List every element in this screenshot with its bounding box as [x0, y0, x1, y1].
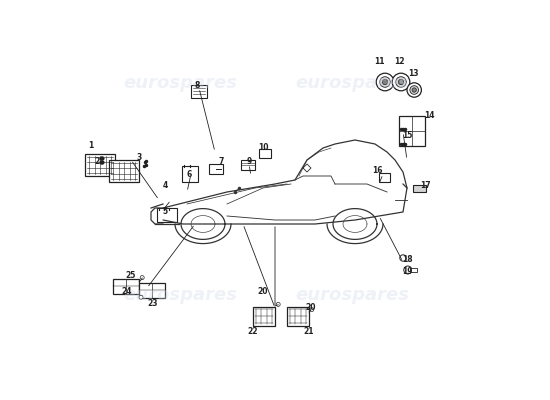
Circle shape — [376, 73, 394, 91]
Text: 20: 20 — [306, 304, 316, 312]
Circle shape — [407, 83, 421, 97]
Bar — [139, 283, 165, 298]
Circle shape — [404, 266, 412, 274]
Circle shape — [140, 276, 144, 280]
Text: 1: 1 — [89, 142, 94, 150]
Bar — [413, 185, 426, 192]
Circle shape — [392, 73, 410, 91]
Bar — [399, 116, 425, 146]
Text: 25: 25 — [126, 272, 136, 280]
Text: 13: 13 — [408, 70, 418, 78]
Text: 15: 15 — [402, 132, 412, 140]
Text: 11: 11 — [374, 58, 384, 66]
Bar — [209, 164, 223, 174]
Bar — [259, 149, 271, 158]
Bar — [113, 279, 139, 294]
Text: 18: 18 — [402, 256, 412, 264]
Text: 6: 6 — [186, 170, 191, 178]
Bar — [182, 166, 198, 182]
Bar — [241, 160, 255, 170]
Bar — [410, 268, 417, 272]
Text: 8: 8 — [194, 82, 200, 90]
Circle shape — [310, 308, 314, 312]
Circle shape — [139, 295, 143, 299]
Bar — [253, 307, 275, 326]
Circle shape — [398, 79, 404, 85]
Text: 5: 5 — [162, 208, 168, 216]
Circle shape — [410, 86, 419, 94]
Text: eurospares: eurospares — [295, 74, 409, 92]
Text: 2: 2 — [95, 158, 100, 166]
Circle shape — [382, 79, 388, 85]
Text: 16: 16 — [372, 166, 382, 174]
Circle shape — [395, 77, 406, 87]
Text: 21: 21 — [304, 328, 314, 336]
Text: 20: 20 — [258, 288, 268, 296]
Bar — [379, 173, 390, 182]
Bar — [191, 85, 207, 98]
Text: eurospares: eurospares — [123, 286, 237, 304]
Text: 22: 22 — [248, 328, 258, 336]
Bar — [85, 154, 115, 176]
Text: eurospares: eurospares — [295, 286, 409, 304]
Text: 10: 10 — [258, 144, 268, 152]
Circle shape — [379, 77, 390, 87]
Text: 12: 12 — [394, 58, 404, 66]
Text: 17: 17 — [420, 182, 430, 190]
Text: 7: 7 — [218, 158, 224, 166]
Circle shape — [412, 88, 416, 92]
Bar — [109, 160, 139, 182]
Text: eurospares: eurospares — [123, 74, 237, 92]
Circle shape — [276, 302, 280, 306]
Circle shape — [400, 255, 406, 261]
Text: 4: 4 — [162, 182, 168, 190]
Text: 19: 19 — [402, 268, 412, 276]
Bar — [157, 208, 177, 222]
Text: 24: 24 — [122, 288, 132, 296]
Text: 23: 23 — [148, 300, 158, 308]
Text: 3: 3 — [136, 154, 142, 162]
Bar — [287, 307, 309, 326]
Text: 9: 9 — [246, 158, 252, 166]
Text: 14: 14 — [424, 112, 434, 120]
